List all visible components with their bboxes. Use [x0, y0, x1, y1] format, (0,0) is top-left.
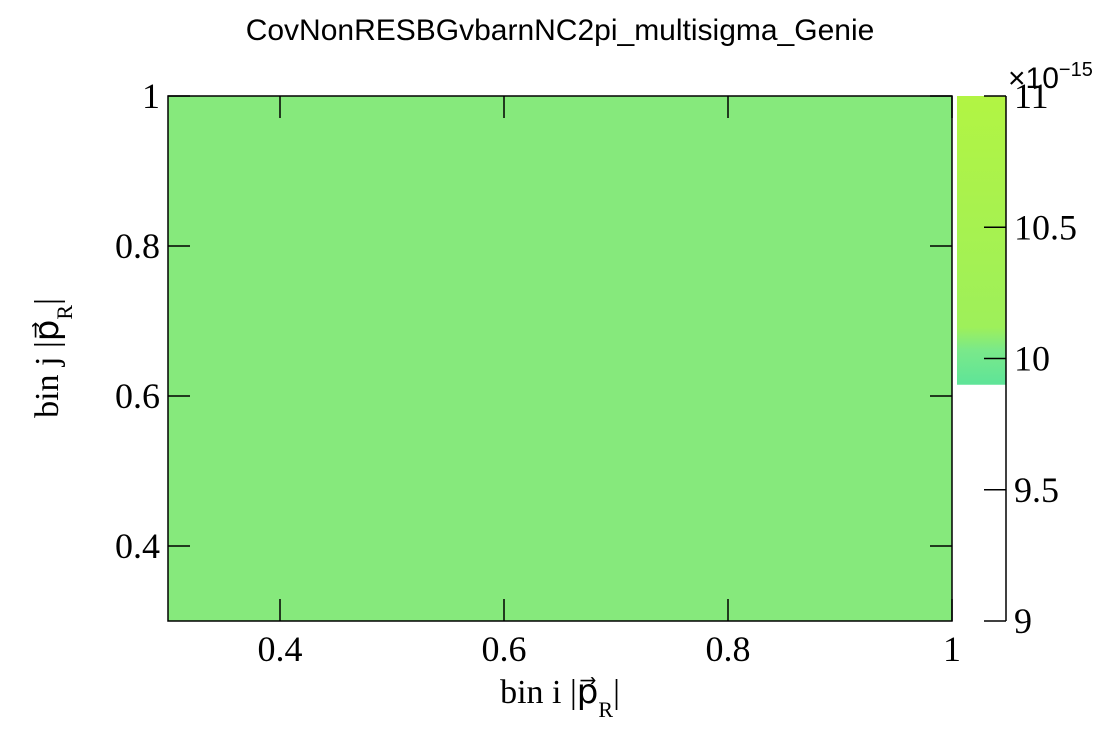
- x-tick-label: 1: [943, 629, 961, 669]
- colorbar-exponent-label: ×10−15: [1008, 59, 1093, 95]
- x-tick-label: 0.8: [706, 629, 751, 669]
- colorbar-tick-label: 10.5: [1014, 207, 1077, 247]
- x-axis-label: bin i |p⃗R|: [500, 674, 620, 722]
- colorbar-tick-label: 10: [1014, 339, 1050, 379]
- y-tick-label: 0.4: [115, 526, 160, 566]
- x-axis-label-prefix: bin i |: [500, 674, 577, 711]
- colorbar-exponent-power: −15: [1059, 59, 1093, 81]
- chart-title: CovNonRESBGvbarnNC2pi_multisigma_Genie: [245, 14, 875, 47]
- x-tick-label: 0.4: [258, 629, 303, 669]
- x-axis-label-symbol: p⃗: [577, 674, 599, 711]
- colorbar-tick-label: 9: [1014, 601, 1032, 641]
- colorbar-exponent-base: ×10: [1008, 62, 1059, 95]
- y-axis-label: bin j |p⃗R|: [29, 298, 77, 418]
- colorbar-gradient: [957, 96, 1006, 385]
- y-tick-label: 0.8: [115, 226, 160, 266]
- y-tick-label: 1: [142, 76, 160, 116]
- x-tick-label: 0.6: [482, 629, 527, 669]
- x-axis-label-subscript: R: [598, 697, 613, 722]
- y-axis-label-subscript: R: [52, 305, 77, 320]
- colorbar-tick-label: 9.5: [1014, 470, 1059, 510]
- y-axis-label-prefix: bin j |: [29, 341, 66, 418]
- x-axis-label-suffix: |: [613, 674, 620, 711]
- heatmap-cell: [168, 96, 952, 621]
- plot-frame: [167, 95, 953, 622]
- y-tick-label: 0.6: [115, 376, 160, 416]
- y-axis-label-symbol: p⃗: [29, 320, 66, 342]
- y-axis-label-suffix: |: [29, 298, 66, 305]
- colorbar-tick-label: 11: [1014, 76, 1049, 116]
